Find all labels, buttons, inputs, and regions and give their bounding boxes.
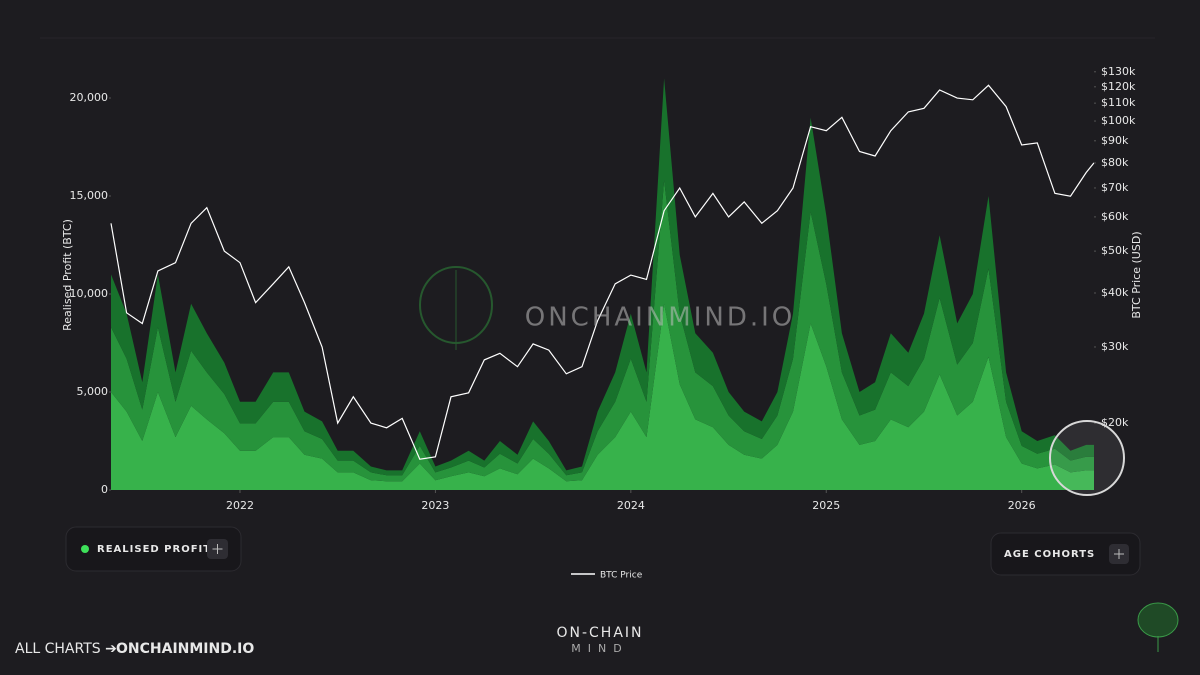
footer-prefix: ALL CHARTS ➔ xyxy=(15,641,117,657)
y2-tick-label: $120k xyxy=(1101,80,1136,93)
y-tick-label: 20,000 xyxy=(70,91,109,104)
x-tick-label: 2023 xyxy=(421,499,449,512)
y2-tick-label: $80k xyxy=(1101,156,1129,169)
logo-brain xyxy=(1137,602,1179,638)
y2-tick-label: $110k xyxy=(1101,96,1136,109)
y2-tick-label: $30k xyxy=(1101,340,1129,353)
age-cohorts-toggle[interactable]: AGE COHORTS xyxy=(990,532,1141,576)
y-tick-label: 5,000 xyxy=(77,385,109,398)
y-tick-label: 10,000 xyxy=(70,287,109,300)
y-axis-title: Realised Profit (BTC) xyxy=(61,219,74,331)
y2-tick-label: $100k xyxy=(1101,114,1136,127)
x-tick-label: 2022 xyxy=(226,499,254,512)
realised-profit-toggle[interactable]: REALISED PROFIT xyxy=(65,526,242,572)
legend-dot xyxy=(81,545,89,553)
y2-tick-label: $60k xyxy=(1101,210,1129,223)
area-layer xyxy=(111,78,1094,476)
y2-tick-label: $90k xyxy=(1101,134,1129,147)
plus-icon xyxy=(212,544,223,554)
y2-tick-label: $40k xyxy=(1101,286,1129,299)
area-layer xyxy=(111,180,1094,482)
y2-tick-label: $50k xyxy=(1101,244,1129,257)
plus-icon xyxy=(1114,549,1124,559)
y2-tick-label: $130k xyxy=(1101,65,1136,78)
watermark-text: ONCHAINMIND.IO xyxy=(525,303,796,333)
logo-bottom: MIND xyxy=(571,642,628,655)
x-tick-label: 2025 xyxy=(812,499,840,512)
plot: 0 5,000 10,000 15,000 20,000 $20k $30k $40k $50k… xyxy=(70,65,1136,512)
highlight-circle xyxy=(1049,420,1125,496)
button-label: AGE COHORTS xyxy=(1004,549,1095,560)
watermark: ONCHAINMIND.IO xyxy=(419,266,796,350)
y2-tick-label: $70k xyxy=(1101,181,1129,194)
corner-logo xyxy=(1137,602,1179,652)
footer-link[interactable]: ONCHAINMIND.IO xyxy=(116,641,254,657)
x-tick-label: 2026 xyxy=(1008,499,1036,512)
x-tick-label: 2024 xyxy=(617,499,645,512)
price-line xyxy=(110,84,1095,460)
y-tick-label: 15,000 xyxy=(70,189,109,202)
button[interactable] xyxy=(65,526,242,572)
button-label: REALISED PROFIT xyxy=(97,544,211,555)
y-tick-label: 0 xyxy=(101,483,108,496)
price-legend: BTC Price xyxy=(571,571,643,581)
button[interactable] xyxy=(990,532,1141,576)
legend-label: BTC Price xyxy=(600,571,643,581)
y2-tick-label: $20k xyxy=(1101,416,1129,429)
logo-top: ON-CHAIN xyxy=(556,625,643,641)
y2-axis-title: BTC Price (USD) xyxy=(1130,231,1143,318)
area-layer xyxy=(111,303,1094,490)
